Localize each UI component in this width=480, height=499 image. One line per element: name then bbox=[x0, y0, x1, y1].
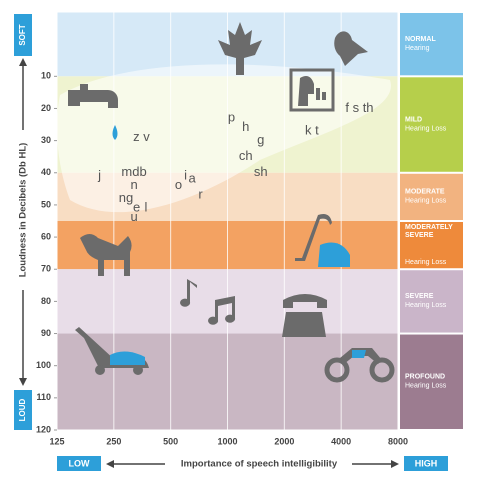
speech-sound: mdb bbox=[121, 164, 146, 179]
x-tick-label: 1000 bbox=[217, 436, 237, 446]
drop-icon bbox=[112, 125, 118, 140]
band-subtitle: Hearing bbox=[405, 45, 430, 52]
speech-sound: p bbox=[228, 110, 235, 125]
speech-sound: r bbox=[198, 187, 203, 202]
band-label-box bbox=[400, 270, 463, 333]
loud-box bbox=[14, 390, 32, 430]
y-tick-label: 110 bbox=[36, 392, 51, 402]
vacuum-body-icon bbox=[318, 242, 350, 267]
speech-sound: o bbox=[175, 177, 182, 192]
arrow-head bbox=[19, 58, 27, 66]
band-label-box bbox=[400, 173, 463, 220]
ticks: 125 250 500 1000 2000 4000 8000 10 20 30 40 50 60 70 8… bbox=[36, 71, 408, 447]
speech-sound: ch bbox=[239, 148, 253, 163]
soft-box bbox=[14, 14, 32, 56]
y-axis-title: Loudness in Decibels (Db HL) bbox=[18, 143, 29, 278]
y-tick-label: 40 bbox=[41, 167, 51, 177]
y-tick-label: 80 bbox=[41, 296, 51, 306]
music-icon bbox=[180, 279, 236, 325]
low-label: LOW bbox=[69, 458, 90, 468]
band-title: MILD bbox=[405, 116, 422, 123]
y-tick-label: 30 bbox=[41, 135, 51, 145]
band-subtitle: Hearing Loss bbox=[405, 198, 447, 205]
x-tick-label: 8000 bbox=[388, 436, 408, 446]
band-title: MODERATELY SEVERE bbox=[405, 224, 453, 239]
band-subtitle: Hearing Loss bbox=[405, 302, 447, 309]
speech-sound: sh bbox=[254, 164, 268, 179]
speech-sound: l bbox=[145, 200, 148, 215]
wheel-icon bbox=[95, 365, 105, 375]
y-tick-label: 10 bbox=[41, 71, 51, 81]
speech-sound: a bbox=[189, 171, 197, 186]
wheel-icon bbox=[133, 365, 143, 375]
soft-label: SOFT bbox=[18, 24, 27, 45]
band-label-box bbox=[400, 222, 463, 269]
x-tick-label: 250 bbox=[106, 436, 121, 446]
wheel-icon bbox=[324, 357, 350, 383]
mower-body-icon bbox=[110, 351, 145, 365]
high-box bbox=[404, 456, 448, 471]
vacuum-hose-icon bbox=[295, 214, 332, 261]
y-tick-label: 20 bbox=[41, 103, 51, 113]
bird-icon bbox=[334, 31, 368, 67]
arrow-head bbox=[19, 378, 27, 386]
maple-leaf-icon bbox=[218, 22, 262, 75]
speech-sound: e bbox=[133, 200, 140, 215]
y-tick-label: 70 bbox=[41, 264, 51, 274]
band-title: NORMAL bbox=[405, 36, 436, 43]
y-tick-label: 90 bbox=[41, 328, 51, 338]
x-tick-label: 4000 bbox=[331, 436, 351, 446]
arrow-head bbox=[106, 460, 114, 468]
band-label-box bbox=[400, 334, 463, 429]
x-tick-label: 2000 bbox=[274, 436, 294, 446]
band-title: SEVERE bbox=[405, 293, 434, 300]
band-subtitle: Hearing Loss bbox=[405, 383, 447, 390]
x-tick-label: 500 bbox=[163, 436, 178, 446]
loud-label: LOUD bbox=[18, 398, 27, 421]
y-tick-label: 100 bbox=[36, 360, 51, 370]
motorcycle-tank-icon bbox=[352, 350, 366, 358]
speech-sound: h bbox=[242, 119, 249, 134]
y-tick-label: 50 bbox=[41, 199, 51, 209]
phone-icon bbox=[282, 294, 327, 337]
dog-icon bbox=[80, 234, 132, 276]
x-tick-label: 125 bbox=[49, 436, 64, 446]
speech-sound: k t bbox=[305, 122, 319, 137]
arrow-head bbox=[391, 460, 399, 468]
speech-sound: u bbox=[130, 209, 137, 224]
band-label-box bbox=[400, 77, 463, 172]
speaker-icon bbox=[298, 76, 326, 106]
speech-sound: z v bbox=[133, 129, 150, 144]
speech-sound: g bbox=[257, 132, 264, 147]
band-title: MODERATE bbox=[405, 189, 445, 196]
high-label: HIGH bbox=[415, 458, 438, 468]
frame-icon bbox=[289, 68, 335, 112]
icons bbox=[68, 22, 395, 383]
faucet-icon bbox=[68, 84, 118, 108]
band-title: PROFOUND bbox=[405, 374, 445, 381]
speech-sound: i bbox=[184, 167, 187, 182]
speech-sound: ng bbox=[119, 190, 133, 205]
y-tick-label: 60 bbox=[41, 231, 51, 241]
x-axis-title: Importance of speech intelligibility bbox=[181, 459, 338, 470]
low-box bbox=[57, 456, 101, 471]
speech-sound: n bbox=[130, 177, 137, 192]
band-label-box bbox=[400, 13, 463, 76]
speech-sound: f s th bbox=[345, 100, 373, 115]
band-subtitle: Hearing Loss bbox=[405, 125, 447, 132]
y-tick-label: 120 bbox=[36, 424, 51, 434]
speech-sound: j bbox=[97, 167, 101, 182]
band-subtitle: Hearing Loss bbox=[405, 259, 447, 266]
